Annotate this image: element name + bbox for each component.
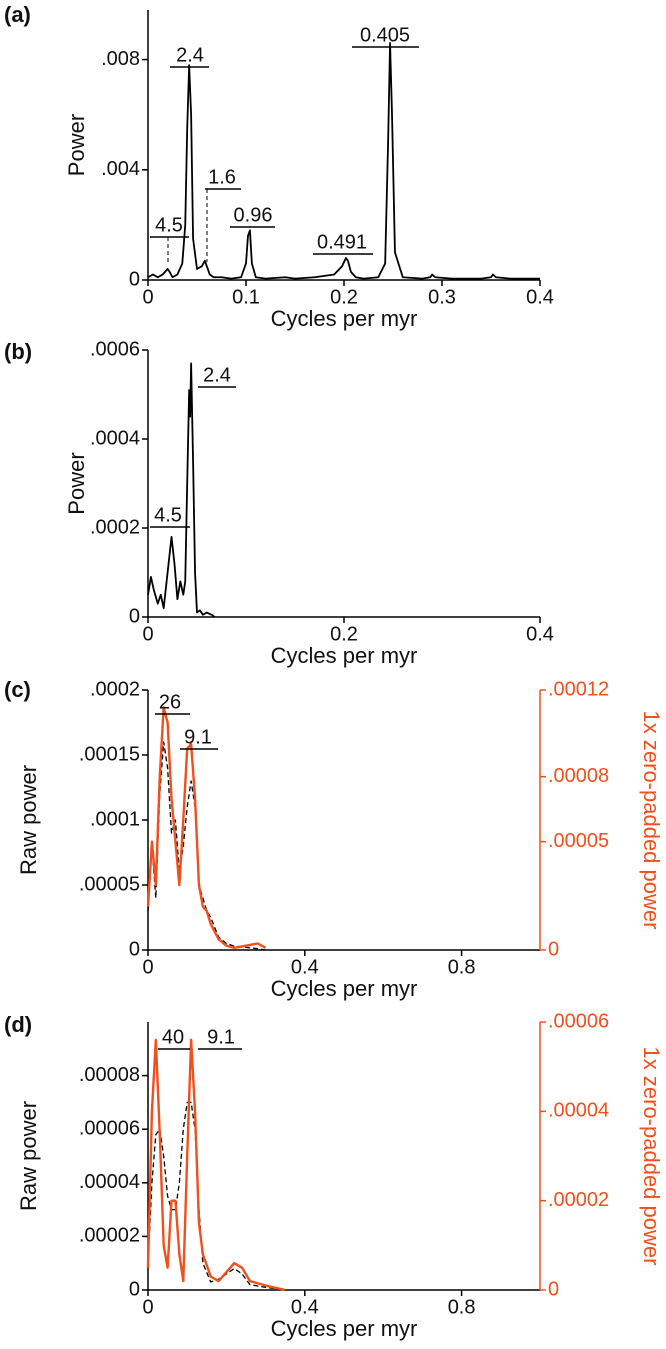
- y-tick-label: 0: [129, 268, 140, 290]
- peak-label: 0.405: [360, 24, 410, 46]
- series-line: [147, 362, 216, 618]
- y-tick-label: .0001: [90, 808, 140, 830]
- series-line: [147, 42, 540, 280]
- y-tick-label: .00008: [79, 1064, 140, 1086]
- peak-label: 4.5: [155, 214, 183, 236]
- y2-tick-label: .00012: [548, 678, 609, 700]
- x-tick-label: 0.4: [526, 623, 554, 645]
- x-axis-label: Cycles per myr: [271, 306, 418, 331]
- y2-axis-label: 1x zero-padded power: [639, 1047, 664, 1266]
- x-axis-label: Cycles per myr: [271, 1316, 418, 1341]
- x-axis-label: Cycles per myr: [271, 976, 418, 1001]
- y2-tick-label: .00008: [548, 765, 609, 787]
- x-tick-label: 0: [142, 286, 153, 308]
- x-tick-label: 0.3: [428, 286, 456, 308]
- series-line: [147, 741, 266, 951]
- x-tick-label: 0.8: [448, 1296, 476, 1318]
- y2-axis-label: 1x zero-padded power: [639, 711, 664, 930]
- x-tick-label: 0.4: [291, 956, 319, 978]
- y-tick-label: .0006: [90, 338, 140, 360]
- panel-title: (c): [4, 677, 31, 702]
- series-line: [146, 1038, 286, 1292]
- y-axis-label: Raw power: [16, 1101, 41, 1211]
- peak-label: 1.6: [208, 166, 236, 188]
- peak-label: 9.1: [184, 726, 212, 748]
- y2-tick-label: 0: [548, 938, 559, 960]
- y-axis-label: Power: [64, 452, 89, 514]
- x-tick-label: 0: [142, 956, 153, 978]
- y-tick-label: .00015: [79, 743, 140, 765]
- x-tick-label: 0.4: [291, 1296, 319, 1318]
- y-tick-label: .0004: [90, 427, 140, 449]
- y2-tick-label: .00002: [548, 1189, 609, 1211]
- series-line: [147, 1101, 286, 1291]
- x-tick-label: 0.2: [330, 623, 358, 645]
- y-axis-label: Power: [64, 114, 89, 176]
- peak-label: 0.491: [317, 231, 367, 253]
- y2-tick-label: 0: [548, 1278, 559, 1300]
- peak-label: 0.96: [234, 204, 273, 226]
- y-tick-label: .004: [101, 158, 140, 180]
- y-tick-label: .00005: [79, 873, 140, 895]
- y2-tick-label: .00006: [548, 1010, 609, 1032]
- y-tick-label: 0: [129, 1278, 140, 1300]
- peak-label: 4.5: [154, 504, 182, 526]
- y2-tick-label: .00004: [548, 1100, 609, 1122]
- x-tick-label: 0.2: [330, 286, 358, 308]
- peak-label: 2.4: [203, 364, 231, 386]
- x-axis-label: Cycles per myr: [271, 643, 418, 668]
- x-tick-label: 0.1: [232, 286, 260, 308]
- peak-label: 2.4: [176, 44, 204, 66]
- y-tick-label: .0002: [90, 678, 140, 700]
- peak-label: 9.1: [207, 1026, 235, 1048]
- y2-tick-label: .00005: [548, 830, 609, 852]
- y-tick-label: 0: [129, 605, 140, 627]
- x-tick-label: 0.8: [448, 956, 476, 978]
- x-tick-label: 0.4: [526, 286, 554, 308]
- x-tick-label: 0: [142, 1296, 153, 1318]
- panel-title: (b): [4, 339, 32, 364]
- peak-label: 26: [159, 691, 181, 713]
- peak-label: 40: [162, 1026, 184, 1048]
- y-tick-label: .008: [101, 48, 140, 70]
- y-tick-label: .0002: [90, 516, 140, 538]
- y-tick-label: 0: [129, 938, 140, 960]
- series-line: [146, 706, 267, 950]
- y-tick-label: .00004: [79, 1171, 140, 1193]
- y-axis-label: Raw power: [16, 765, 41, 875]
- panel-title: (a): [4, 2, 31, 27]
- x-tick-label: 0: [142, 623, 153, 645]
- y-tick-label: .00006: [79, 1117, 140, 1139]
- panel-title: (d): [4, 1012, 32, 1037]
- y-tick-label: .00002: [79, 1225, 140, 1247]
